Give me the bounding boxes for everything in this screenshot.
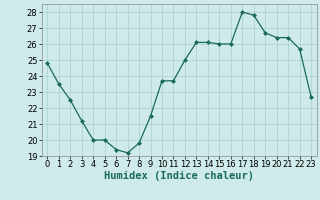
X-axis label: Humidex (Indice chaleur): Humidex (Indice chaleur) xyxy=(104,171,254,181)
